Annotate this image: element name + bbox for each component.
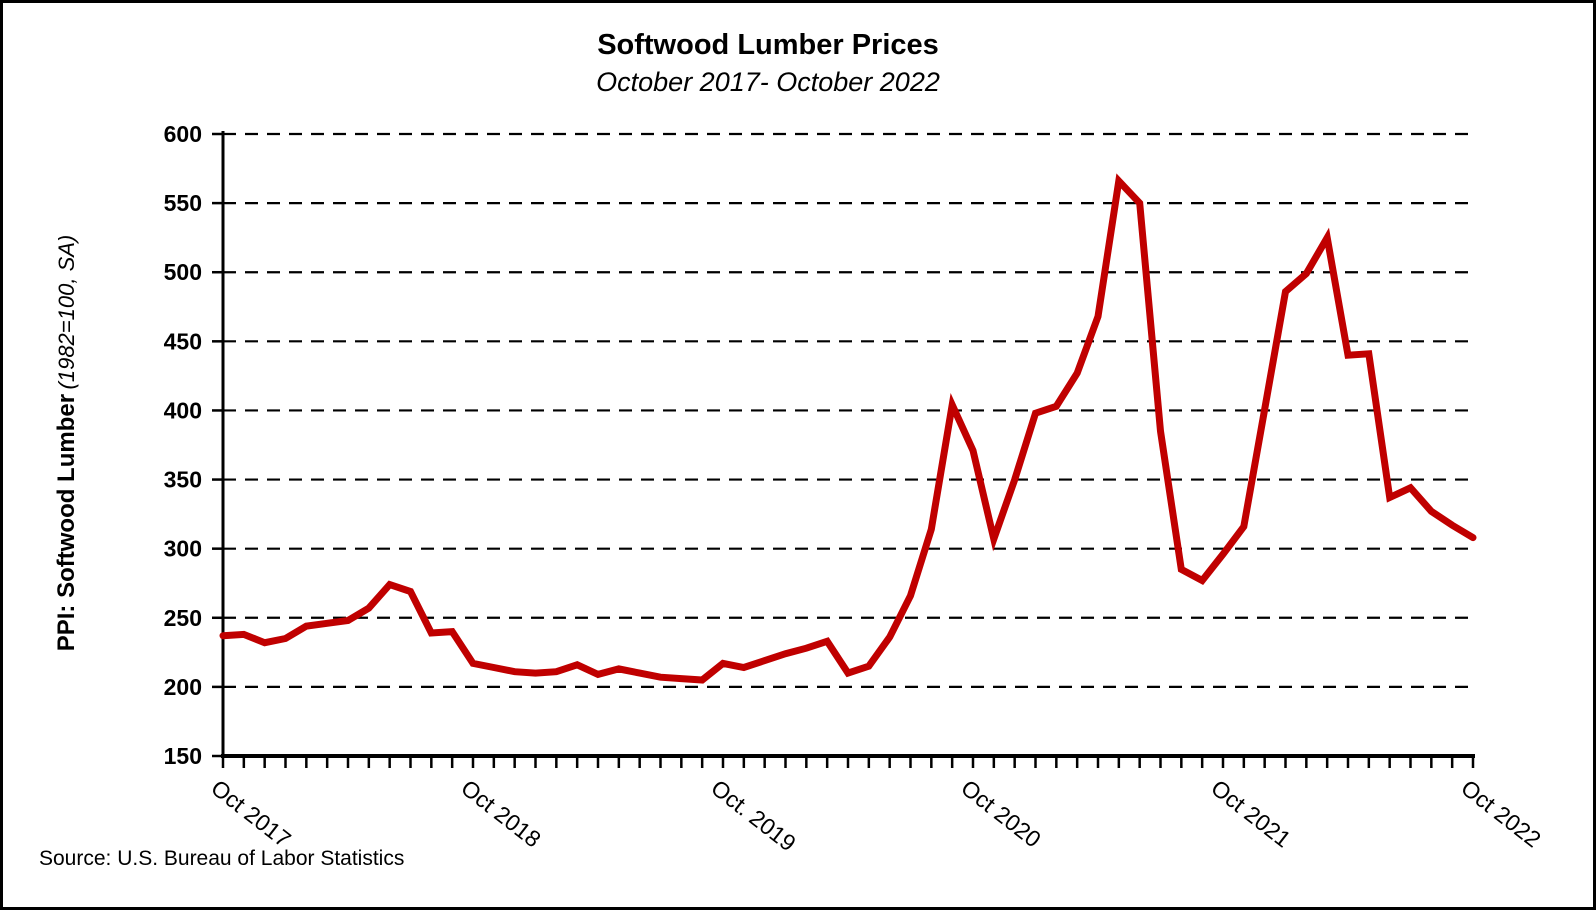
x-tick-label-group: Oct 2017 [206,774,296,852]
y-tick-label: 550 [164,190,202,216]
y-tick-label: 300 [164,536,202,562]
x-tick-label: Oct 2017 [206,774,296,852]
x-tick-marks [221,756,1475,768]
x-tick-label-group: Oct 2022 [1456,774,1546,852]
y-tick-label: 200 [164,674,202,700]
x-tick-label-group: Oct 2020 [956,774,1046,852]
x-tick-label: Oct. 2019 [706,774,801,856]
x-tick-label-group: Oct. 2019 [706,774,801,856]
y-tick-label: 250 [164,605,202,631]
y-tick-marks [212,132,223,758]
x-tick-label: Oct 2018 [456,774,546,852]
gridlines [223,132,1473,688]
y-tick-label: 450 [164,328,202,354]
x-tick-label: Oct 2021 [1206,774,1296,852]
y-tick-label: 600 [164,121,202,147]
x-tick-label: Oct 2020 [956,774,1046,852]
y-tick-labels: 150 200 250 300 350 400 450 500 550 600 [164,121,202,769]
x-tick-labels: Oct 2017 Oct 2018 Oct. 2019 Oct 2020 Oct 202… [206,774,1546,856]
x-tick-label-group: Oct 2018 [456,774,546,852]
y-tick-label: 150 [164,743,202,769]
source-note: Source: U.S. Bureau of Labor Statistics [39,847,405,870]
y-tick-label: 500 [164,259,202,285]
x-tick-label-group: Oct 2021 [1206,774,1296,852]
y-tick-label: 400 [164,397,202,423]
y-tick-label: 350 [164,467,202,493]
price-line [219,173,1477,684]
chart-subtitle: October 2017- October 2022 [596,67,940,97]
x-tick-label: Oct 2022 [1456,774,1546,852]
chart-title: Softwood Lumber Prices [597,29,939,61]
